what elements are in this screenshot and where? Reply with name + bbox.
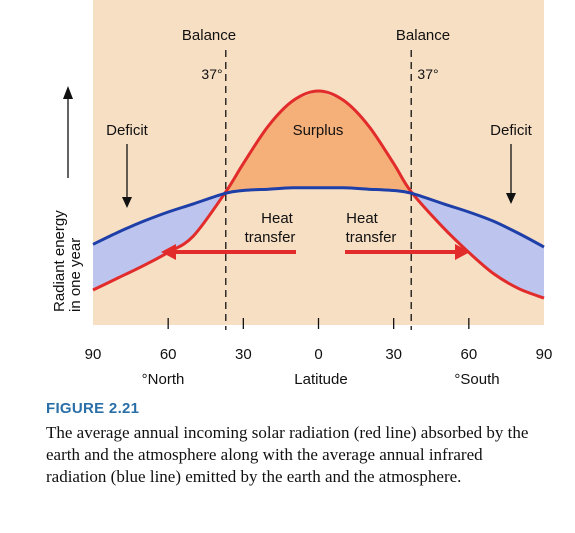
heat-transfer-label-left-line1: Heat	[261, 210, 294, 227]
deficit-pointer-right-head	[506, 193, 516, 204]
x-axis-label: Latitude	[294, 371, 347, 388]
balance-label-left: Balance	[182, 27, 236, 44]
x-direction-label-south: °South	[454, 371, 499, 388]
x-tick-label: 90	[85, 346, 102, 363]
x-tick-label: 60	[160, 346, 177, 363]
deficit-label-left: Deficit	[106, 122, 149, 139]
x-tick-label: 0	[314, 346, 322, 363]
surplus-region	[225, 91, 412, 194]
y-axis-label-line2: in one year	[67, 238, 84, 312]
figure-caption: The average annual incoming solar radiat…	[46, 423, 529, 486]
heat-transfer-label-right-line2: transfer	[346, 229, 397, 246]
x-tick-label: 60	[460, 346, 477, 363]
deficit-region-left	[93, 191, 226, 290]
balance-label-right: Balance	[396, 27, 450, 44]
latitude-label-right: 37°	[417, 66, 438, 82]
deficit-region-right	[411, 191, 544, 299]
x-direction-label-north: °North	[142, 371, 185, 388]
x-axis-ticks: 90 60 30 0 30 60 90	[85, 318, 553, 363]
figure-label: FIGURE 2.21	[46, 400, 140, 417]
heat-transfer-arrow-left-head	[161, 244, 176, 260]
deficit-pointer-left-head	[122, 197, 132, 208]
x-tick-label: 90	[536, 346, 553, 363]
latitude-label-left: 37°	[201, 66, 222, 82]
heat-transfer-label-left-line2: transfer	[245, 229, 296, 246]
heat-transfer-arrow-right-head	[455, 244, 470, 260]
y-axis-label-line1: Radiant energy	[51, 210, 68, 312]
surplus-label: Surplus	[293, 122, 344, 139]
series-line-infrared	[92, 186, 545, 249]
deficit-label-right: Deficit	[490, 122, 533, 139]
x-tick-label: 30	[235, 346, 252, 363]
heat-transfer-label-right-line1: Heat	[346, 210, 379, 227]
y-axis-arrow-head	[63, 86, 73, 99]
x-tick-label: 30	[385, 346, 402, 363]
